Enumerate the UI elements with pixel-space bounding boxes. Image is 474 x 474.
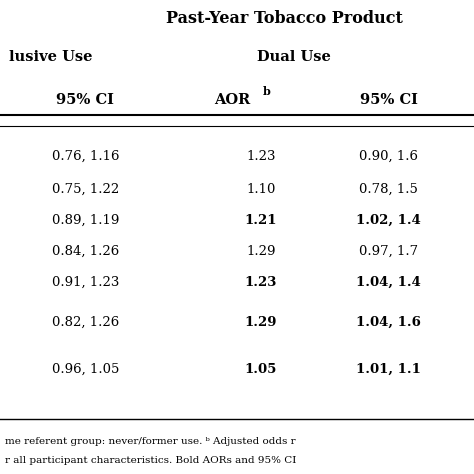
Text: 0.84, 1.26: 0.84, 1.26 [52,245,119,258]
Text: b: b [263,85,270,97]
Text: 0.91, 1.23: 0.91, 1.23 [52,275,119,289]
Text: 0.89, 1.19: 0.89, 1.19 [52,214,119,227]
Text: r all participant characteristics. Bold AORs and 95% CI: r all participant characteristics. Bold … [5,456,296,465]
Text: 1.05: 1.05 [245,363,277,376]
Text: 1.04, 1.4: 1.04, 1.4 [356,275,421,289]
Text: 0.96, 1.05: 0.96, 1.05 [52,363,119,376]
Text: AOR: AOR [215,92,256,107]
Text: 1.21: 1.21 [245,214,277,227]
Text: 1.04, 1.6: 1.04, 1.6 [356,316,421,329]
Text: lusive Use: lusive Use [9,50,93,64]
Text: 0.82, 1.26: 0.82, 1.26 [52,316,119,329]
Text: 0.97, 1.7: 0.97, 1.7 [359,245,418,258]
Text: 1.29: 1.29 [246,245,275,258]
Text: 0.75, 1.22: 0.75, 1.22 [52,183,119,196]
Text: 1.01, 1.1: 1.01, 1.1 [356,363,421,376]
Text: 1.23: 1.23 [246,150,275,163]
Text: 0.90, 1.6: 0.90, 1.6 [359,150,418,163]
Text: 1.10: 1.10 [246,183,275,196]
Text: 1.29: 1.29 [245,316,277,329]
Text: 95% CI: 95% CI [360,92,418,107]
Text: Dual Use: Dual Use [257,50,331,64]
Text: 0.76, 1.16: 0.76, 1.16 [52,150,119,163]
Text: me referent group: never/former use. ᵇ Adjusted odds r: me referent group: never/former use. ᵇ A… [5,438,295,446]
Text: 1.02, 1.4: 1.02, 1.4 [356,214,421,227]
Text: Past-Year Tobacco Product: Past-Year Tobacco Product [166,10,403,27]
Text: 1.23: 1.23 [245,275,277,289]
Text: 0.78, 1.5: 0.78, 1.5 [359,183,418,196]
Text: 95% CI: 95% CI [56,92,114,107]
